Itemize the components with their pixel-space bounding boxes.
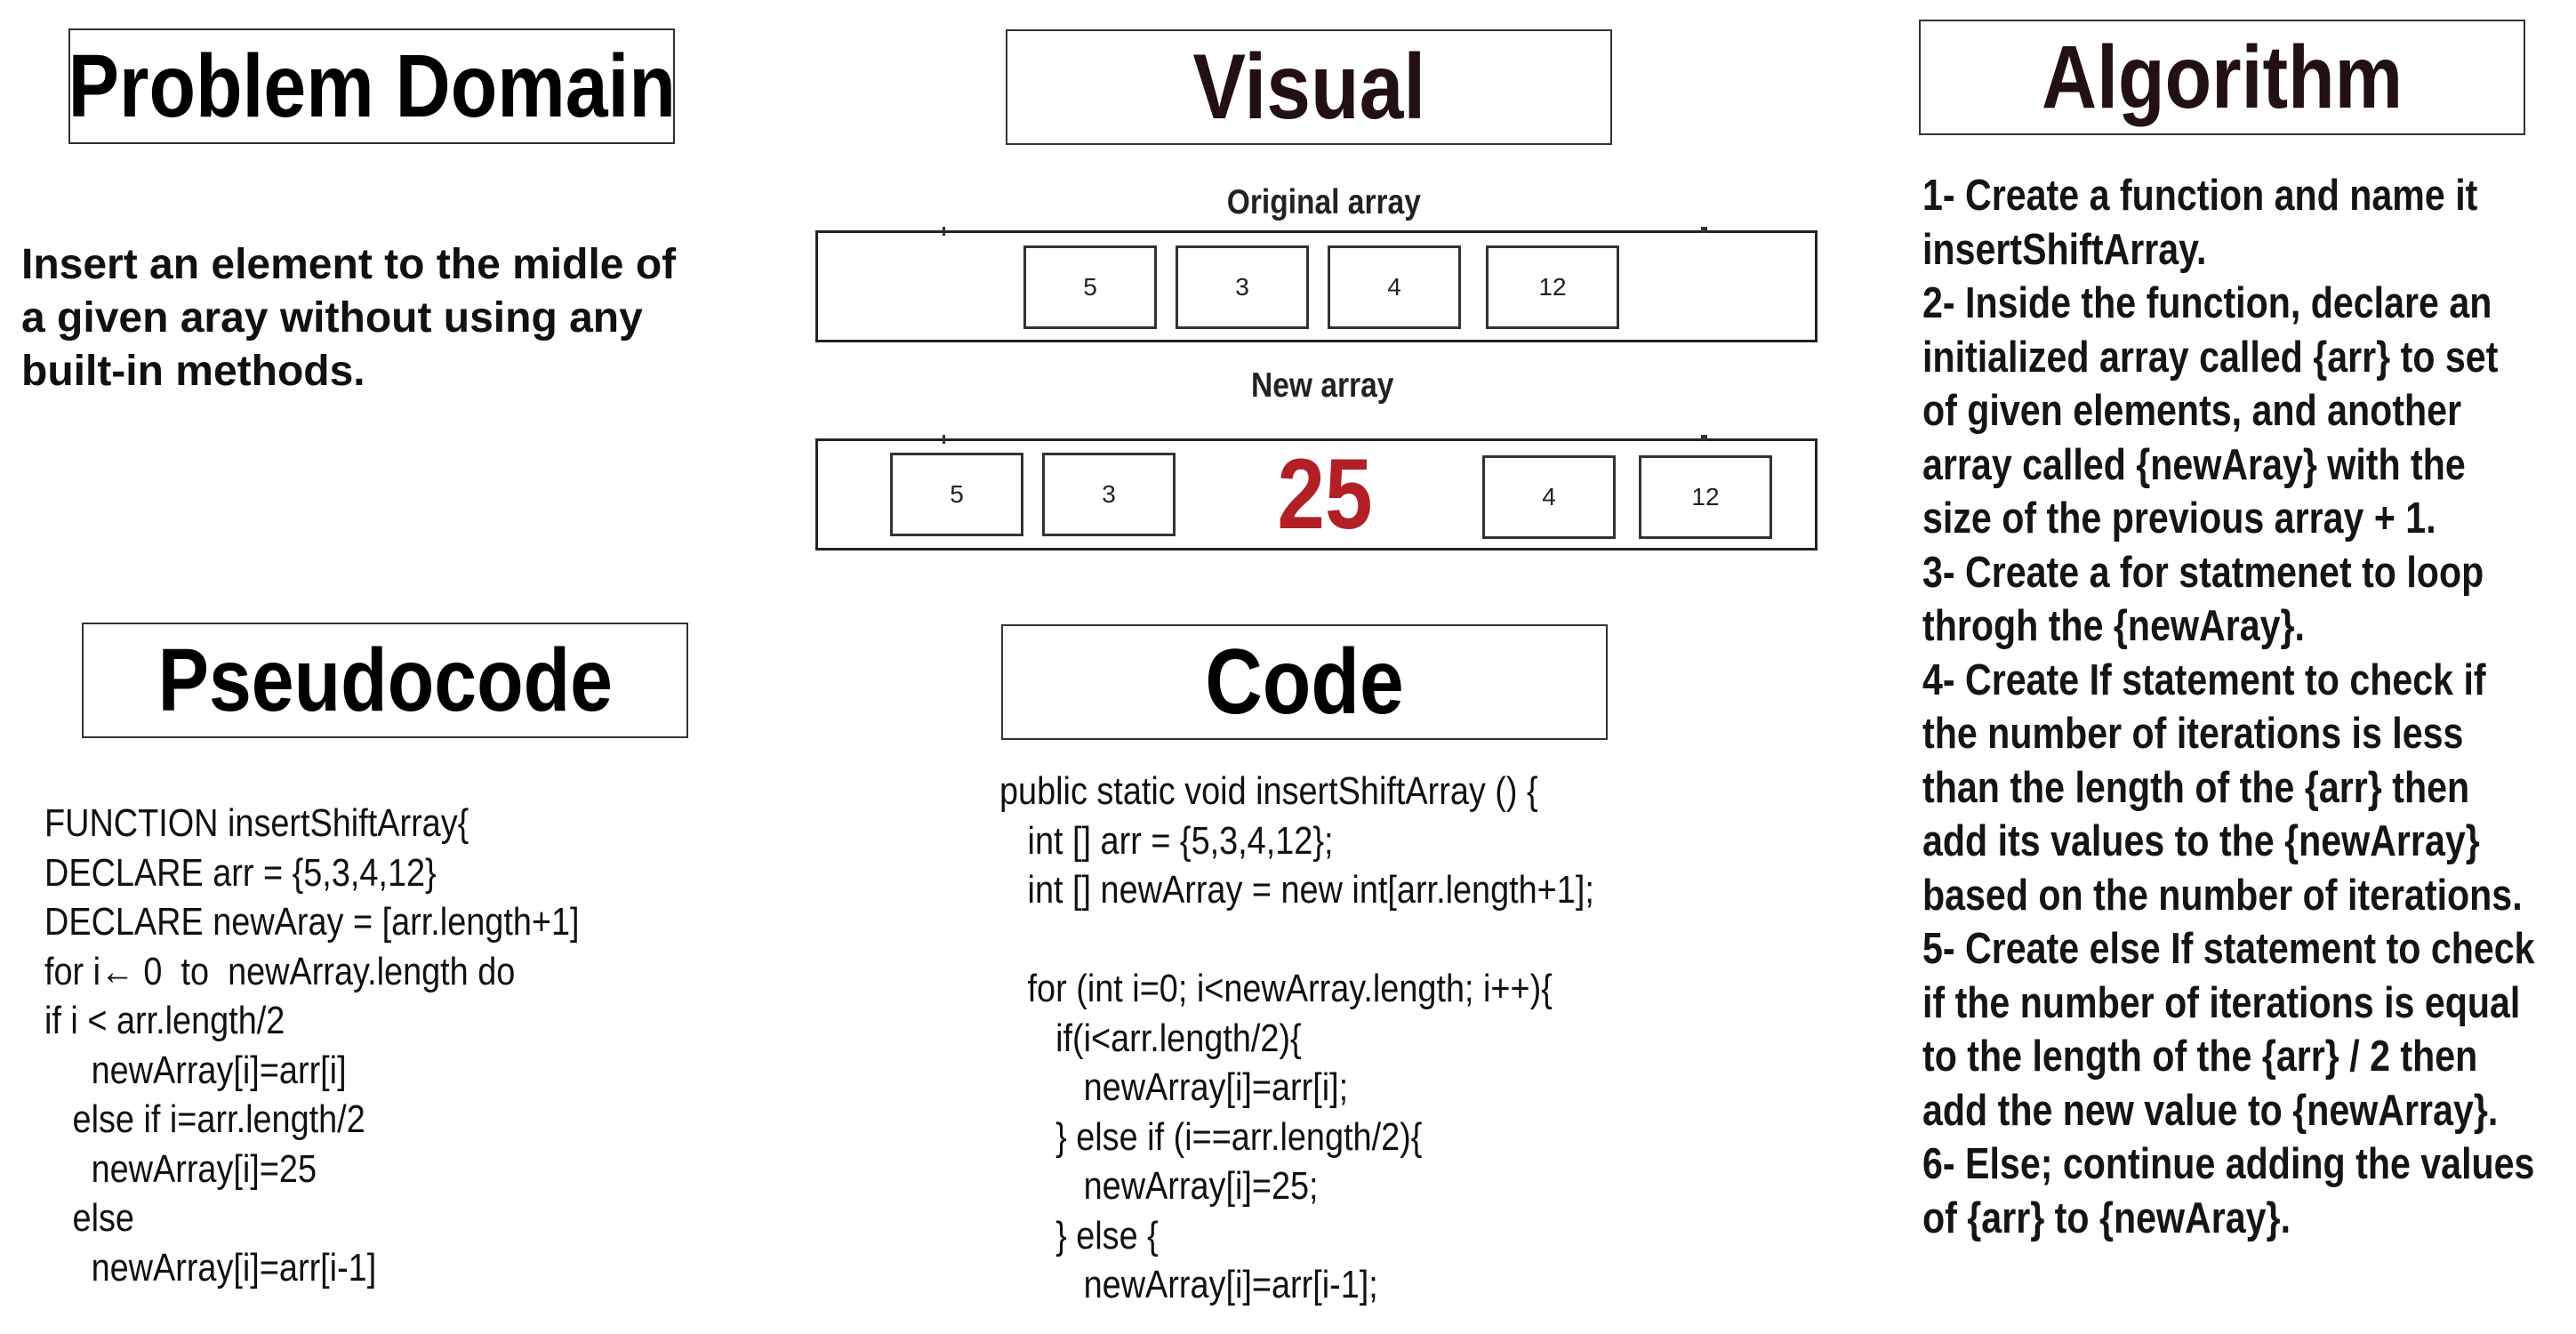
pseudocode-title-text: Pseudocode (157, 631, 613, 730)
pseudocode-line: DECLARE arr = {5,3,4,12} (44, 850, 437, 895)
pseudocode-title: Pseudocode (82, 623, 688, 738)
frame-tick (1701, 435, 1707, 441)
algorithm-steps: 1- Create a function and name it insertS… (1922, 169, 2576, 1245)
original-cell: 12 (1486, 245, 1619, 329)
algorithm-line: size of the previous array + 1. (1922, 494, 2436, 542)
algorithm-line: if the number of iterations is equal (1922, 978, 2521, 1027)
algorithm-line: 6- Else; continue adding the values (1922, 1140, 2535, 1188)
code-line: int [] arr = {5,3,4,12}; (999, 818, 1334, 863)
new-array-frame: 5 3 4 12 (815, 435, 1818, 550)
algorithm-line: add the new value to {newArray}. (1922, 1086, 2499, 1135)
pseudocode-line: else if i=arr.length/2 (44, 1097, 365, 1141)
code-line: newArray[i]=25; (999, 1164, 1319, 1208)
frame-tick (943, 435, 945, 444)
pseudocode-line: else (44, 1196, 134, 1240)
algorithm-line: 1- Create a function and name it (1922, 172, 2478, 220)
algorithm-line: to the length of the {arr} / 2 then (1922, 1033, 2478, 1081)
algorithm-title-text: Algorithm (2041, 28, 2403, 127)
original-cell: 4 (1328, 245, 1461, 329)
code-line: for (int i=0; i<newArray.length; i++){ (999, 967, 1553, 1010)
algorithm-line: throgh the {newAray}. (1922, 602, 2305, 650)
problem-domain-title: Problem Domain (68, 28, 676, 144)
original-array-label: Original array (1226, 183, 1421, 221)
algorithm-line: than the length of the {arr} then (1922, 763, 2470, 812)
problem-line: built-in methods. (21, 348, 365, 395)
original-array-frame: 5 3 4 12 (815, 227, 1818, 342)
code-line: newArray[i]=arr[i]; (999, 1065, 1349, 1109)
new-cell: 5 (890, 453, 1023, 536)
algorithm-line: initialized array called {arr} to set (1922, 333, 2499, 382)
new-cell: 4 (1482, 455, 1616, 539)
pseudocode-line: newArray[i]=25 (44, 1146, 317, 1191)
code-line (999, 915, 1594, 965)
pseudocode-line: newArray[i]=arr[i] (44, 1048, 347, 1092)
pseudocode-line: DECLARE newAray = [arr.length+1] (44, 900, 580, 944)
code-line: if(i<arr.length/2){ (999, 1016, 1302, 1060)
pseudocode-line: for i← 0 to newArray.length do (44, 949, 516, 993)
visual-title: Visual (1006, 29, 1612, 145)
code-line: } else { (999, 1213, 1159, 1258)
algorithm-line: array called {newAray} with the (1922, 440, 2466, 489)
algorithm-line: 3- Create a for statmenet to loop (1922, 548, 2484, 597)
code-title: Code (1001, 624, 1608, 740)
algorithm-line: 2- Inside the function, declare an (1922, 279, 2492, 327)
new-cell: 12 (1639, 455, 1772, 539)
problem-line: Insert an element to the midle of (21, 241, 677, 288)
visual-title-text: Visual (1192, 36, 1425, 139)
algorithm-line: add its values to the {newArray} (1922, 817, 2480, 865)
new-array-label: New array (1251, 366, 1394, 405)
original-cell: 5 (1023, 245, 1157, 329)
problem-line: a given aray without using any (21, 294, 643, 342)
algorithm-line: of given elements, and another (1922, 387, 2462, 435)
problem-domain-title-text: Problem Domain (68, 36, 676, 136)
algorithm-title: Algorithm (1919, 20, 2525, 135)
code-line: public static void insertShiftArray () { (999, 769, 1538, 813)
code-line: newArray[i]=arr[i-1]; (999, 1263, 1378, 1306)
algorithm-line: based on the number of iterations. (1922, 871, 2523, 920)
code-block: public static void insertShiftArray () {… (999, 767, 1691, 1310)
code-line: int [] newArray = new int[arr.length+1]; (999, 868, 1594, 912)
frame-tick (1701, 227, 1707, 233)
problem-description: Insert an element to the midle of a give… (21, 238, 750, 398)
pseudocode-line: newArray[i]=arr[i-1] (44, 1245, 377, 1290)
inserted-value: 25 (1277, 438, 1373, 550)
algorithm-line: 4- Create If statement to check if (1922, 655, 2486, 704)
algorithm-line: insertShiftArray. (1922, 225, 2207, 274)
code-line: } else if (i==arr.length/2){ (999, 1114, 1423, 1159)
original-cell: 3 (1176, 245, 1309, 329)
code-title-text: Code (1205, 631, 1404, 734)
new-cell: 3 (1042, 453, 1176, 536)
pseudocode-block: FUNCTION insertShiftArray{ DECLARE arr =… (44, 799, 666, 1292)
pseudocode-line: if i < arr.length/2 (44, 999, 285, 1042)
algorithm-line: 5- Create else If statement to check (1922, 925, 2535, 973)
frame-tick (943, 227, 945, 236)
algorithm-line: the number of iterations is less (1922, 710, 2464, 758)
algorithm-line: of {arr} to {newAray}. (1922, 1193, 2291, 1242)
pseudocode-line: FUNCTION insertShiftArray{ (44, 801, 469, 845)
